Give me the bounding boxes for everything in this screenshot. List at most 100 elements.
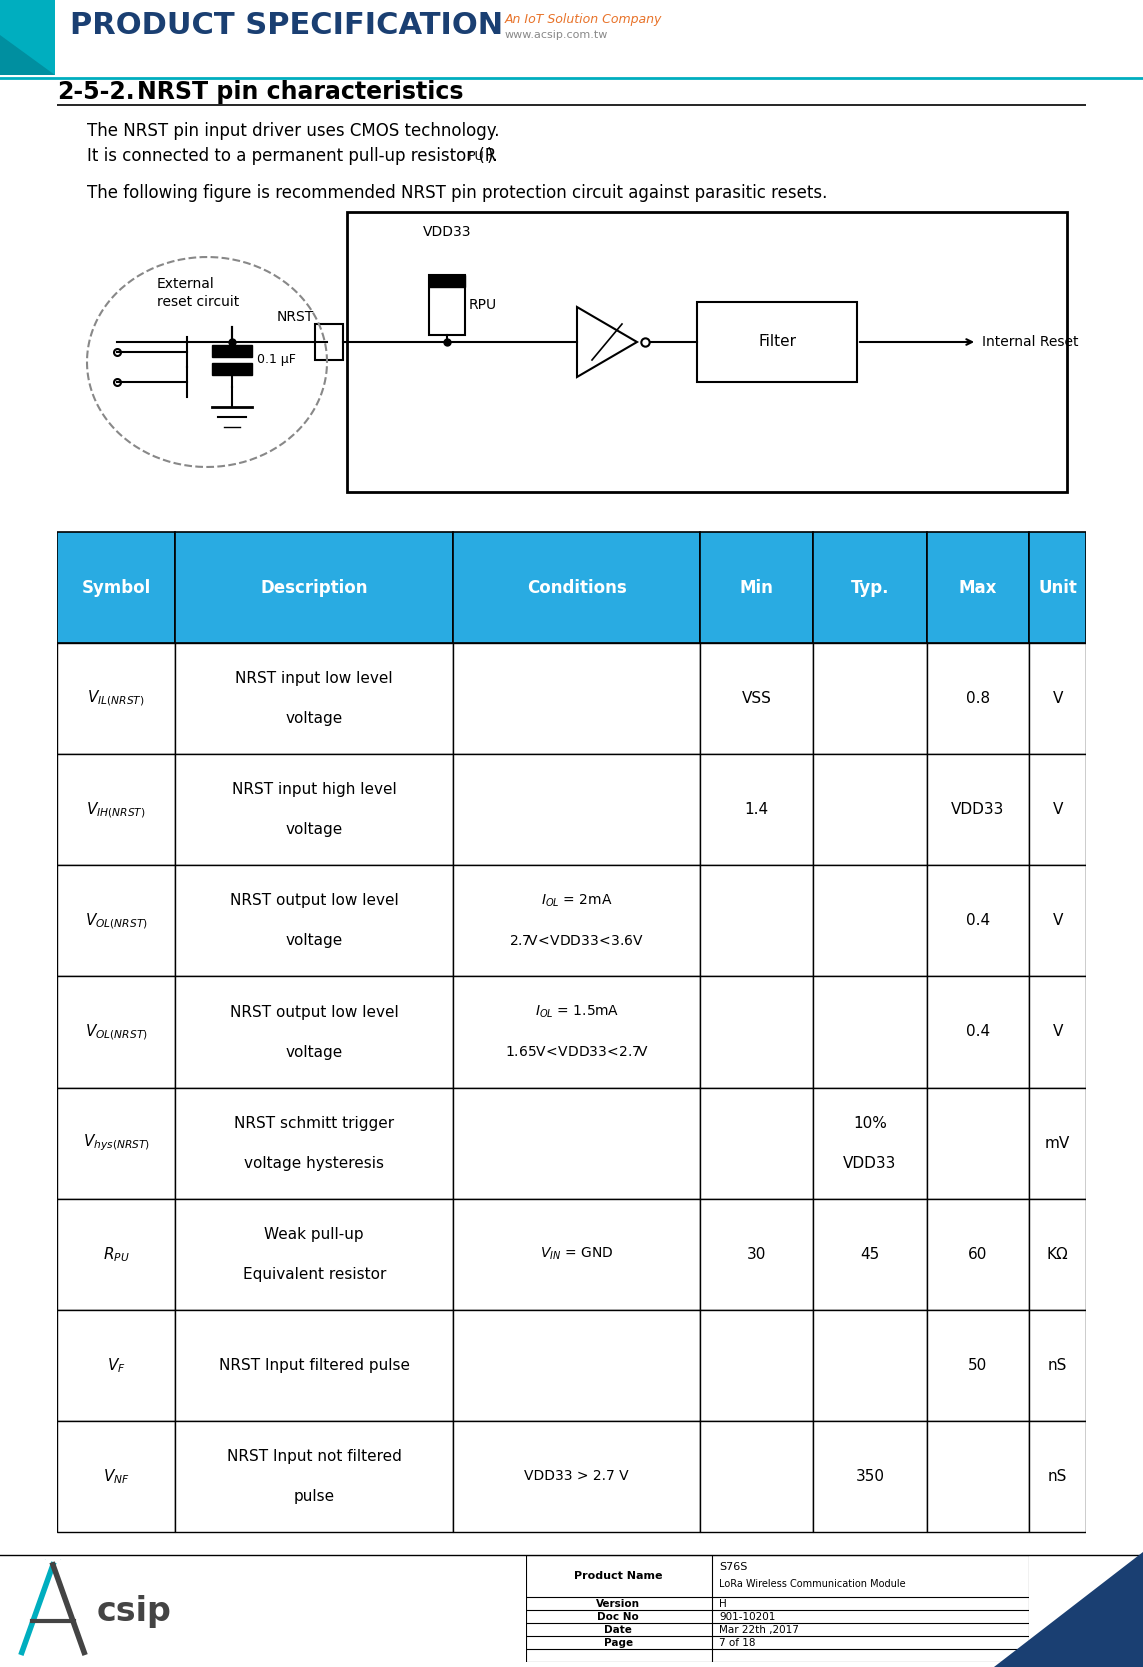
Bar bbox=[453, 977, 701, 1087]
Text: voltage: voltage bbox=[286, 934, 343, 949]
Text: 901-10201: 901-10201 bbox=[719, 1612, 775, 1622]
Text: The NRST pin input driver uses CMOS technology.: The NRST pin input driver uses CMOS tech… bbox=[87, 122, 499, 140]
Bar bbox=[814, 1199, 927, 1310]
Bar bbox=[814, 865, 927, 977]
Bar bbox=[701, 977, 814, 1087]
Bar bbox=[175, 643, 453, 753]
Bar bbox=[57, 1199, 175, 1310]
Bar bbox=[453, 1420, 701, 1532]
Bar bbox=[57, 1420, 175, 1532]
Bar bbox=[1030, 865, 1086, 977]
Text: 2-5-2.: 2-5-2. bbox=[57, 80, 135, 103]
Bar bbox=[175, 532, 453, 643]
Bar bbox=[814, 1087, 927, 1199]
Text: $I_{OL}$ = 2mA: $I_{OL}$ = 2mA bbox=[541, 894, 613, 909]
Text: NRST output low level: NRST output low level bbox=[230, 894, 399, 909]
Text: 0.4: 0.4 bbox=[966, 1025, 990, 1040]
Text: PRODUCT SPECIFICATION: PRODUCT SPECIFICATION bbox=[70, 10, 503, 40]
Text: 0.4: 0.4 bbox=[966, 914, 990, 929]
Bar bbox=[57, 1310, 175, 1420]
Text: Max: Max bbox=[959, 578, 997, 597]
Bar bbox=[57, 753, 175, 865]
Text: LoRa Wireless Communication Module: LoRa Wireless Communication Module bbox=[719, 1579, 905, 1589]
Text: NRST Input not filtered: NRST Input not filtered bbox=[226, 1449, 401, 1464]
Bar bbox=[453, 1310, 701, 1420]
Text: $V_{IH(NRST)}$: $V_{IH(NRST)}$ bbox=[87, 800, 146, 820]
Text: $V_{OL(NRST)}$: $V_{OL(NRST)}$ bbox=[85, 912, 147, 930]
Bar bbox=[1030, 1420, 1086, 1532]
Bar bbox=[453, 865, 701, 977]
Text: $I_{OL}$ = 1.5mA: $I_{OL}$ = 1.5mA bbox=[535, 1004, 618, 1020]
Text: KΩ: KΩ bbox=[1047, 1247, 1069, 1262]
Text: $V_{OL(NRST)}$: $V_{OL(NRST)}$ bbox=[85, 1022, 147, 1042]
Bar bbox=[175, 1199, 453, 1310]
Bar bbox=[927, 643, 1030, 753]
Bar bbox=[1030, 977, 1086, 1087]
Bar bbox=[927, 977, 1030, 1087]
Bar bbox=[927, 1087, 1030, 1199]
Text: External: External bbox=[157, 277, 215, 292]
Bar bbox=[814, 977, 927, 1087]
Text: H: H bbox=[719, 1599, 727, 1609]
Text: voltage: voltage bbox=[286, 1045, 343, 1060]
Bar bbox=[814, 1420, 927, 1532]
Text: NRST input high level: NRST input high level bbox=[232, 782, 397, 797]
Bar bbox=[211, 363, 251, 375]
Text: Product Name: Product Name bbox=[574, 1572, 663, 1582]
Bar bbox=[453, 753, 701, 865]
Bar bbox=[927, 1199, 1030, 1310]
Text: 45: 45 bbox=[861, 1247, 879, 1262]
Bar bbox=[814, 753, 927, 865]
Text: www.acsip.com.tw: www.acsip.com.tw bbox=[505, 30, 608, 40]
Bar bbox=[701, 1310, 814, 1420]
Text: VDD33: VDD33 bbox=[423, 225, 471, 238]
Text: NRST input low level: NRST input low level bbox=[235, 672, 393, 687]
Text: NRST output low level: NRST output low level bbox=[230, 1005, 399, 1020]
Text: NRST Input filtered pulse: NRST Input filtered pulse bbox=[218, 1359, 409, 1374]
Polygon shape bbox=[994, 1552, 1143, 1667]
Text: nS: nS bbox=[1048, 1359, 1068, 1374]
Bar bbox=[429, 275, 465, 335]
Bar bbox=[453, 532, 701, 643]
Bar bbox=[57, 977, 175, 1087]
Bar bbox=[57, 865, 175, 977]
Text: 7 of 18: 7 of 18 bbox=[719, 1639, 756, 1649]
Polygon shape bbox=[0, 35, 55, 75]
Bar bbox=[315, 323, 343, 360]
Text: voltage hysteresis: voltage hysteresis bbox=[245, 1155, 384, 1170]
Text: NRST schmitt trigger: NRST schmitt trigger bbox=[234, 1115, 394, 1130]
Bar bbox=[453, 643, 701, 753]
Bar bbox=[701, 532, 814, 643]
Text: Description: Description bbox=[261, 578, 368, 597]
Text: 60: 60 bbox=[968, 1247, 988, 1262]
Bar bbox=[57, 1087, 175, 1199]
Text: 2.7V$\!<\!$VDD33$\!<\!$3.6V: 2.7V$\!<\!$VDD33$\!<\!$3.6V bbox=[509, 934, 645, 949]
Bar bbox=[701, 1087, 814, 1199]
Bar bbox=[175, 1420, 453, 1532]
Text: VDD33 > 2.7 V: VDD33 > 2.7 V bbox=[525, 1469, 629, 1484]
Bar bbox=[1030, 1087, 1086, 1199]
Bar bbox=[927, 1310, 1030, 1420]
Bar bbox=[1030, 1310, 1086, 1420]
Text: $R_{PU}$: $R_{PU}$ bbox=[103, 1245, 129, 1264]
Bar bbox=[429, 275, 465, 287]
Bar bbox=[701, 1420, 814, 1532]
Text: VDD33: VDD33 bbox=[844, 1155, 896, 1170]
Text: Min: Min bbox=[740, 578, 774, 597]
Bar bbox=[175, 977, 453, 1087]
Bar bbox=[57, 532, 175, 643]
Text: An IoT Solution Company: An IoT Solution Company bbox=[505, 13, 663, 25]
Bar bbox=[701, 753, 814, 865]
Text: RPU: RPU bbox=[469, 298, 497, 312]
Text: Internal Reset: Internal Reset bbox=[982, 335, 1079, 348]
Bar bbox=[814, 643, 927, 753]
Bar bbox=[1030, 532, 1086, 643]
Text: NRST pin characteristics: NRST pin characteristics bbox=[137, 80, 464, 103]
Bar bbox=[453, 1199, 701, 1310]
Text: voltage: voltage bbox=[286, 712, 343, 727]
Bar bbox=[697, 302, 857, 382]
Text: $V_{IN}$ = GND: $V_{IN}$ = GND bbox=[539, 1245, 614, 1262]
Text: It is connected to a permanent pull-up resistor (R: It is connected to a permanent pull-up r… bbox=[87, 147, 496, 165]
Text: $V_{NF}$: $V_{NF}$ bbox=[103, 1467, 129, 1485]
Bar bbox=[347, 212, 1068, 492]
